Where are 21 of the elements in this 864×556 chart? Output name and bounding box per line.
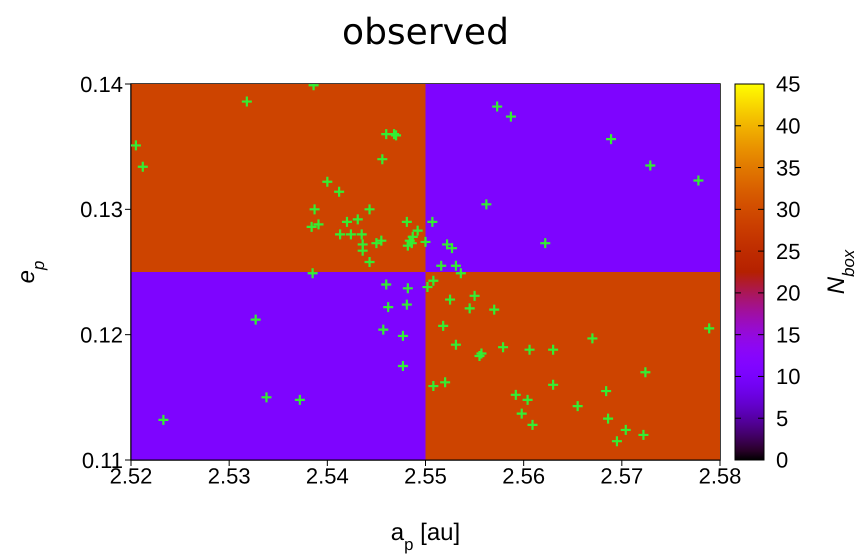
y-tick-label: 0.13 xyxy=(80,197,123,222)
color-bar-label: 40 xyxy=(776,113,800,138)
x-tick-label: 2.56 xyxy=(502,464,546,489)
x-tick-label: 2.53 xyxy=(208,464,251,489)
color-bar-label: 5 xyxy=(776,406,788,431)
color-bar-label: 45 xyxy=(776,72,800,97)
color-bar-label: 25 xyxy=(776,238,800,264)
x-tick-label: 2.57 xyxy=(600,464,644,489)
x-tick-label: 2.54 xyxy=(306,464,349,489)
color-bar-label: 0 xyxy=(776,448,788,473)
chart-title: observed xyxy=(342,12,509,53)
color-bar-label: 10 xyxy=(776,364,800,390)
x-axis-title: a$_{p}$ [au] xyxy=(390,519,460,554)
color-bar-label: 35 xyxy=(776,155,800,180)
x-tick-label: 2.55 xyxy=(404,464,447,489)
color-bar-label: 30 xyxy=(776,197,800,222)
y-tick-label: 0.14 xyxy=(80,72,123,97)
y-tick-label: 0.12 xyxy=(80,322,123,348)
color-bar-label: 20 xyxy=(776,280,800,306)
x-tick-label: 2.58 xyxy=(698,464,742,489)
color-bar-label: 15 xyxy=(776,322,800,348)
